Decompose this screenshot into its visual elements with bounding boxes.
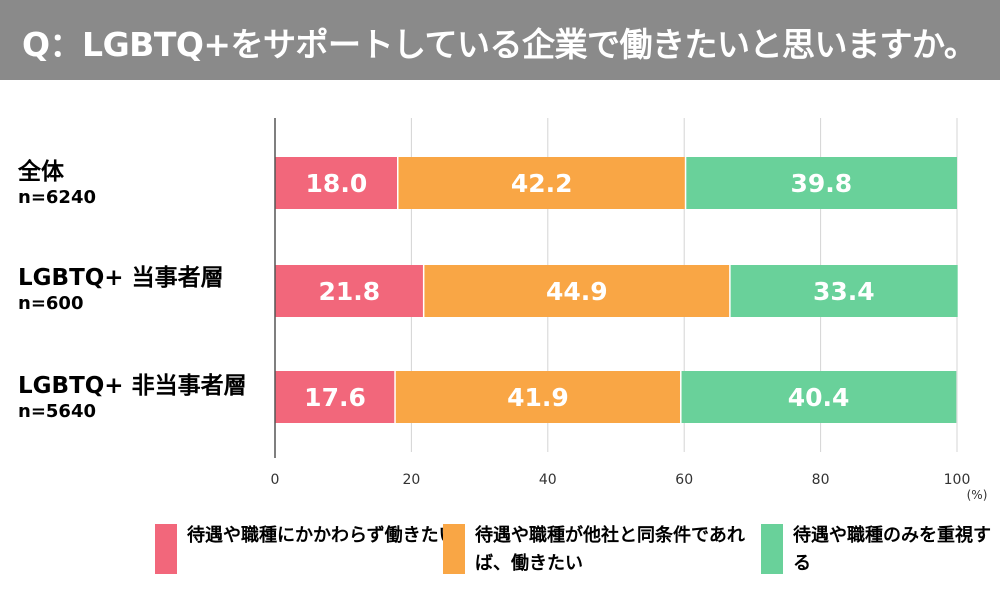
x-tick-label: 100 [944,472,971,488]
data-label: 18.0 [306,169,368,198]
data-label: 40.4 [788,383,850,412]
x-axis-unit: (%) [967,488,988,502]
data-label: 39.8 [790,169,852,198]
x-tick-label: 0 [271,472,280,488]
row-label-lgbtq: LGBTQ+ 当事者層 n=600 [18,264,224,316]
x-tick-label: 20 [402,472,420,488]
row-name: LGBTQ+ 非当事者層 [18,373,247,399]
row-sample-size: n=600 [18,293,84,314]
bar-segment [395,371,681,423]
row-sample-size: n=5640 [18,401,96,422]
data-label: 33.4 [813,277,875,306]
legend-swatch [761,524,783,574]
bar-segment [680,371,957,423]
data-label: 42.2 [511,169,573,198]
row-label-total: 全体 n=6240 [18,158,96,210]
chart-title: Q：LGBTQ+をサポートしている企業で働きたいと思いますか。 [22,25,977,64]
bar-segment [275,265,424,317]
data-label: 17.6 [304,383,366,412]
bar-segment [423,265,730,317]
row-name: 全体 [18,159,64,185]
bar-segment [397,157,686,209]
data-label: 41.9 [507,383,569,412]
data-label: 21.8 [318,277,380,306]
x-tick-label: 40 [539,472,557,488]
data-label: 44.9 [546,277,608,306]
bar-segment [275,157,398,209]
bar-segment [729,265,958,317]
x-tick-label: 80 [812,472,830,488]
row-label-non-lgbtq: LGBTQ+ 非当事者層 n=5640 [18,372,247,424]
bar-segment [685,157,957,209]
legend-label: 待遇や職種にかかわらず働きたい [187,525,457,546]
legend-label: 待遇や職種が他社と同条件であれば、働きたい [475,525,745,574]
legend-label: 待遇や職種のみを重視する [793,525,991,574]
legend-swatch [443,524,465,574]
x-tick-label: 60 [675,472,693,488]
bar-segment [275,371,396,423]
row-sample-size: n=6240 [18,187,96,208]
chart-header: Q：LGBTQ+をサポートしている企業で働きたいと思いますか。 [0,0,1000,80]
legend-swatch [155,524,177,574]
row-name: LGBTQ+ 当事者層 [18,265,224,291]
